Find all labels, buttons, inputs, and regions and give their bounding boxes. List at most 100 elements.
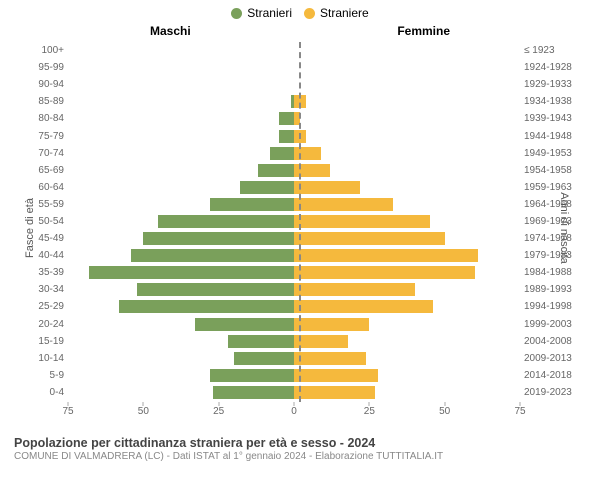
pyramid-rows: 100+≤ 192395-991924-192890-941929-193385… — [68, 42, 520, 402]
pyramid-row: 55-591964-1968 — [68, 196, 520, 213]
pyramid-row: 25-291994-1998 — [68, 298, 520, 315]
swatch-male-icon — [231, 8, 242, 19]
bar-female — [294, 181, 360, 194]
pyramid-row: 60-641959-1963 — [68, 179, 520, 196]
pyramid-row: 15-192004-2008 — [68, 333, 520, 350]
bar-container — [68, 130, 520, 143]
age-label: 100+ — [20, 45, 64, 56]
bar-container — [68, 95, 520, 108]
x-tick: 25 — [364, 406, 375, 417]
legend-item-male: Stranieri — [231, 6, 292, 20]
bar-female — [294, 318, 369, 331]
bar-male — [213, 386, 294, 399]
year-label: 1984-1988 — [524, 267, 580, 278]
year-label: 1929-1933 — [524, 79, 580, 90]
year-label: ≤ 1923 — [524, 45, 580, 56]
age-label: 95-99 — [20, 62, 64, 73]
bar-female — [294, 198, 393, 211]
year-label: 2009-2013 — [524, 353, 580, 364]
swatch-female-icon — [304, 8, 315, 19]
pyramid-row: 45-491974-1978 — [68, 230, 520, 247]
bar-male — [143, 232, 294, 245]
bar-male — [279, 130, 294, 143]
age-label: 90-94 — [20, 79, 64, 90]
bar-container — [68, 249, 520, 262]
age-label: 40-44 — [20, 250, 64, 261]
bar-male — [89, 266, 294, 279]
bar-container — [68, 386, 520, 399]
pyramid-row: 70-741949-1953 — [68, 145, 520, 162]
legend-label-female: Straniere — [320, 6, 369, 20]
centerline — [299, 42, 301, 402]
bar-female — [294, 215, 430, 228]
age-label: 75-79 — [20, 131, 64, 142]
x-tick: 75 — [514, 406, 525, 417]
bar-container — [68, 266, 520, 279]
year-label: 1934-1938 — [524, 96, 580, 107]
year-label: 1969-1973 — [524, 216, 580, 227]
bar-female — [294, 266, 475, 279]
col-title-female: Femmine — [397, 24, 450, 38]
legend-item-female: Straniere — [304, 6, 369, 20]
year-label: 1999-2003 — [524, 319, 580, 330]
year-label: 1989-1993 — [524, 284, 580, 295]
year-label: 1924-1928 — [524, 62, 580, 73]
year-label: 1959-1963 — [524, 182, 580, 193]
footer-subtitle: COMUNE DI VALMADRERA (LC) - Dati ISTAT a… — [14, 451, 586, 462]
age-label: 70-74 — [20, 148, 64, 159]
bar-container — [68, 335, 520, 348]
bar-container — [68, 369, 520, 382]
bar-container — [68, 164, 520, 177]
year-label: 2004-2008 — [524, 336, 580, 347]
age-label: 0-4 — [20, 387, 64, 398]
x-axis: 7550250255075 — [68, 406, 520, 420]
x-tick: 50 — [138, 406, 149, 417]
pyramid-row: 85-891934-1938 — [68, 93, 520, 110]
chart-area: Maschi Femmine Fasce di età Anni di nasc… — [20, 22, 580, 432]
pyramid-row: 95-991924-1928 — [68, 59, 520, 76]
year-label: 1994-1998 — [524, 301, 580, 312]
bar-male — [195, 318, 294, 331]
x-tick: 0 — [291, 406, 297, 417]
bar-container — [68, 147, 520, 160]
col-title-male: Maschi — [150, 24, 191, 38]
bar-male — [137, 283, 294, 296]
x-tick: 25 — [213, 406, 224, 417]
footer-title: Popolazione per cittadinanza straniera p… — [14, 436, 586, 450]
year-label: 1944-1948 — [524, 131, 580, 142]
age-label: 80-84 — [20, 113, 64, 124]
chart-footer: Popolazione per cittadinanza straniera p… — [0, 432, 600, 462]
pyramid-row: 40-441979-1983 — [68, 247, 520, 264]
bar-container — [68, 61, 520, 74]
bar-container — [68, 283, 520, 296]
bar-male — [258, 164, 294, 177]
bar-male — [210, 369, 294, 382]
bar-container — [68, 300, 520, 313]
age-label: 25-29 — [20, 301, 64, 312]
bar-container — [68, 215, 520, 228]
age-label: 20-24 — [20, 319, 64, 330]
age-label: 45-49 — [20, 233, 64, 244]
year-label: 1949-1953 — [524, 148, 580, 159]
age-label: 15-19 — [20, 336, 64, 347]
pyramid-row: 35-391984-1988 — [68, 264, 520, 281]
x-tick: 75 — [62, 406, 73, 417]
legend-label-male: Stranieri — [247, 6, 292, 20]
bar-container — [68, 181, 520, 194]
year-label: 1954-1958 — [524, 165, 580, 176]
bar-female — [294, 249, 478, 262]
pyramid-row: 75-791944-1948 — [68, 127, 520, 144]
year-label: 2019-2023 — [524, 387, 580, 398]
pyramid-row: 100+≤ 1923 — [68, 42, 520, 59]
bar-container — [68, 78, 520, 91]
bar-male — [119, 300, 294, 313]
bar-female — [294, 386, 375, 399]
pyramid-row: 50-541969-1973 — [68, 213, 520, 230]
bar-male — [158, 215, 294, 228]
year-label: 2014-2018 — [524, 370, 580, 381]
age-label: 85-89 — [20, 96, 64, 107]
bar-container — [68, 44, 520, 57]
bar-male — [279, 112, 294, 125]
pyramid-row: 90-941929-1933 — [68, 76, 520, 93]
bar-female — [294, 369, 378, 382]
